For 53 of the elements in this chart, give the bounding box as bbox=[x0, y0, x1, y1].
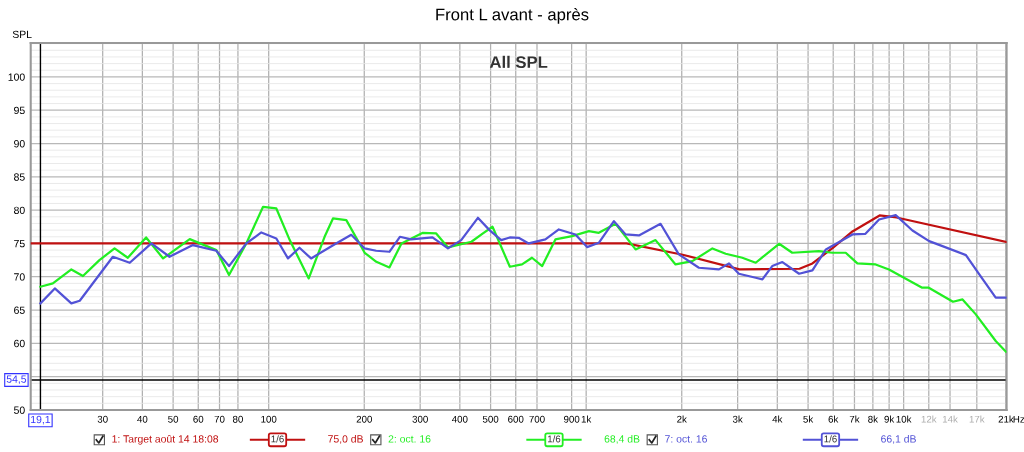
x-tick-label: 17k bbox=[969, 415, 985, 423]
x-tick-label: 8k bbox=[868, 415, 879, 423]
text: 1/6 bbox=[271, 435, 284, 443]
x-tick-label: 14k bbox=[942, 415, 958, 423]
y-tick-label: 60 bbox=[14, 339, 25, 348]
y-tick-label: 70 bbox=[14, 273, 25, 281]
text: 1: Target août 14 18:08 bbox=[112, 434, 219, 445]
y-tick-label: 100 bbox=[8, 73, 25, 81]
x-tick-label: 4k bbox=[772, 415, 783, 423]
y-tick-label: 50 bbox=[14, 406, 25, 414]
y-tick-label: 80 bbox=[14, 206, 25, 215]
x-tick-label: 100 bbox=[261, 415, 277, 423]
y-tick-label: 65 bbox=[14, 306, 25, 314]
x-tick-label: 60 bbox=[193, 415, 204, 423]
text: 66,1 dB bbox=[881, 434, 916, 444]
x-tick-label: 21k bbox=[998, 415, 1014, 423]
x-tick-label: 600 bbox=[508, 415, 524, 423]
x-tick-label: 9k bbox=[884, 415, 895, 423]
text: 1/6 bbox=[824, 435, 837, 443]
text: 7: oct. 16 bbox=[665, 435, 707, 443]
x-tick-label: 50 bbox=[168, 415, 179, 423]
x-tick-label: 2k bbox=[677, 415, 687, 423]
y-tick-label: 90 bbox=[14, 140, 25, 148]
x-tick-label: 10k bbox=[896, 415, 912, 423]
x-tick-label: 1k bbox=[581, 415, 592, 423]
y-tick-label: 95 bbox=[14, 106, 25, 115]
chart-title: Front L avant - après bbox=[436, 7, 589, 24]
x-axis-title: Hz bbox=[1013, 415, 1024, 423]
annotation: All SPL bbox=[489, 55, 548, 69]
x-tick-label: 700 bbox=[529, 415, 545, 423]
x-tick-label: 70 bbox=[214, 415, 225, 423]
x-tick-label: 30 bbox=[97, 415, 108, 423]
text: 2: oct. 16 bbox=[388, 435, 431, 443]
x-tick-label: 5k bbox=[803, 415, 814, 423]
y-axis-title: SPL bbox=[12, 30, 32, 39]
x-tick-label: 900 bbox=[563, 415, 580, 423]
x-tick-label: 12k bbox=[921, 415, 937, 423]
x-tick-label: 400 bbox=[451, 415, 468, 423]
x-tick-label: 40 bbox=[137, 415, 148, 423]
x-tick-label: 6k bbox=[828, 415, 839, 423]
ref-line-label: 19,1 bbox=[31, 415, 51, 425]
x-tick-label: 200 bbox=[356, 415, 372, 423]
text: 68,4 dB bbox=[604, 434, 640, 444]
x-tick-label: 500 bbox=[482, 415, 499, 423]
x-tick-label: 3k bbox=[732, 415, 743, 423]
ref-line-label: 54,5 bbox=[6, 375, 27, 385]
x-tick-label: 80 bbox=[232, 415, 243, 423]
text: 75,0 dB bbox=[328, 434, 363, 444]
x-tick-label: 7k bbox=[849, 415, 860, 423]
x-tick-label: 300 bbox=[412, 415, 428, 423]
y-tick-label: 75 bbox=[14, 240, 25, 248]
y-tick-label: 85 bbox=[14, 173, 25, 181]
text: 1/6 bbox=[547, 435, 561, 443]
